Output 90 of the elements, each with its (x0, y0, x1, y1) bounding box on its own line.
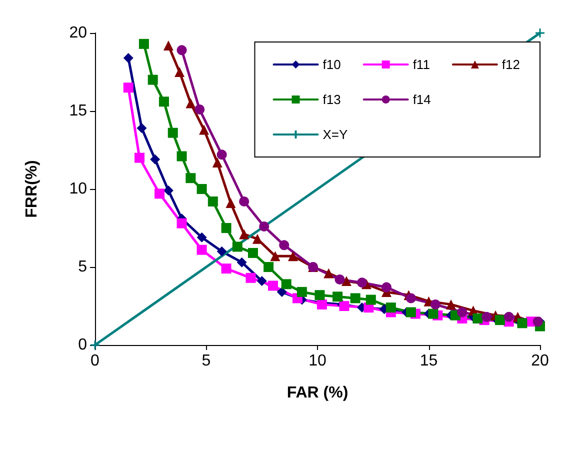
point (239, 196, 250, 206)
point (334, 274, 345, 284)
legend-label: f11 (412, 57, 430, 72)
point (252, 234, 262, 244)
point (136, 123, 147, 134)
point (246, 272, 256, 283)
point (288, 251, 298, 262)
point (381, 282, 392, 292)
point (123, 82, 134, 93)
point (134, 152, 144, 163)
point (324, 268, 334, 278)
point (176, 218, 187, 228)
point (212, 157, 222, 168)
point (406, 307, 416, 318)
point (176, 45, 187, 56)
y-tick-label: 20 (69, 24, 88, 42)
point (457, 307, 468, 318)
point (239, 229, 250, 240)
point (494, 315, 505, 326)
point (221, 264, 232, 274)
point (163, 186, 174, 196)
point (194, 104, 205, 114)
point (176, 151, 187, 162)
point (163, 40, 174, 50)
point (168, 128, 178, 138)
point (216, 150, 227, 160)
point (517, 318, 528, 328)
y-tick-label: 10 (69, 180, 88, 198)
point (221, 223, 232, 233)
point (472, 313, 483, 324)
point (186, 173, 196, 184)
point (208, 196, 218, 206)
x-axis-title: FAR (%) (286, 384, 348, 402)
y-axis-title: FRR(%) (24, 160, 40, 218)
point (332, 292, 343, 302)
x-tick-label: 15 (420, 352, 438, 370)
x-tick-label: 20 (531, 352, 549, 370)
point (534, 28, 546, 38)
y-tick-label: 15 (69, 102, 88, 120)
point (264, 262, 274, 272)
point (123, 52, 134, 63)
point (296, 286, 307, 297)
point (236, 257, 247, 268)
x-tick-label: 10 (308, 352, 326, 370)
point (281, 279, 292, 290)
point (386, 302, 396, 313)
point (482, 312, 492, 322)
point (430, 299, 440, 310)
point (138, 38, 149, 49)
point (150, 154, 160, 164)
point (446, 299, 456, 310)
point (148, 74, 158, 85)
point (270, 251, 280, 262)
point (366, 294, 376, 305)
y-tick-label: 0 (78, 336, 88, 354)
point (428, 308, 438, 319)
point (259, 221, 270, 232)
point (196, 184, 207, 194)
point (350, 293, 360, 304)
point (196, 232, 207, 242)
point (339, 301, 350, 311)
point (90, 340, 100, 350)
point (226, 198, 236, 208)
point (279, 240, 290, 250)
point (276, 286, 287, 297)
point (357, 278, 367, 288)
point (256, 276, 267, 286)
point (268, 280, 278, 291)
point (196, 244, 207, 255)
legend-label: f14 (412, 92, 431, 107)
x-tick-label: 0 (90, 352, 100, 370)
point (504, 312, 514, 322)
point (248, 248, 258, 258)
x-tick-label: 5 (202, 352, 211, 370)
point (174, 67, 185, 77)
y-tick-label: 5 (78, 258, 88, 276)
legend-label: f13 (322, 92, 341, 107)
point (532, 316, 543, 327)
legend-label: f10 (322, 57, 341, 72)
point (154, 188, 165, 199)
point (314, 290, 325, 300)
point (341, 276, 352, 286)
point (186, 98, 196, 108)
point (232, 242, 242, 252)
point (216, 246, 227, 256)
point (406, 293, 416, 304)
point (199, 124, 210, 135)
legend-label: X=Y (322, 127, 348, 142)
legend-label: f12 (502, 57, 520, 72)
point (158, 96, 169, 107)
